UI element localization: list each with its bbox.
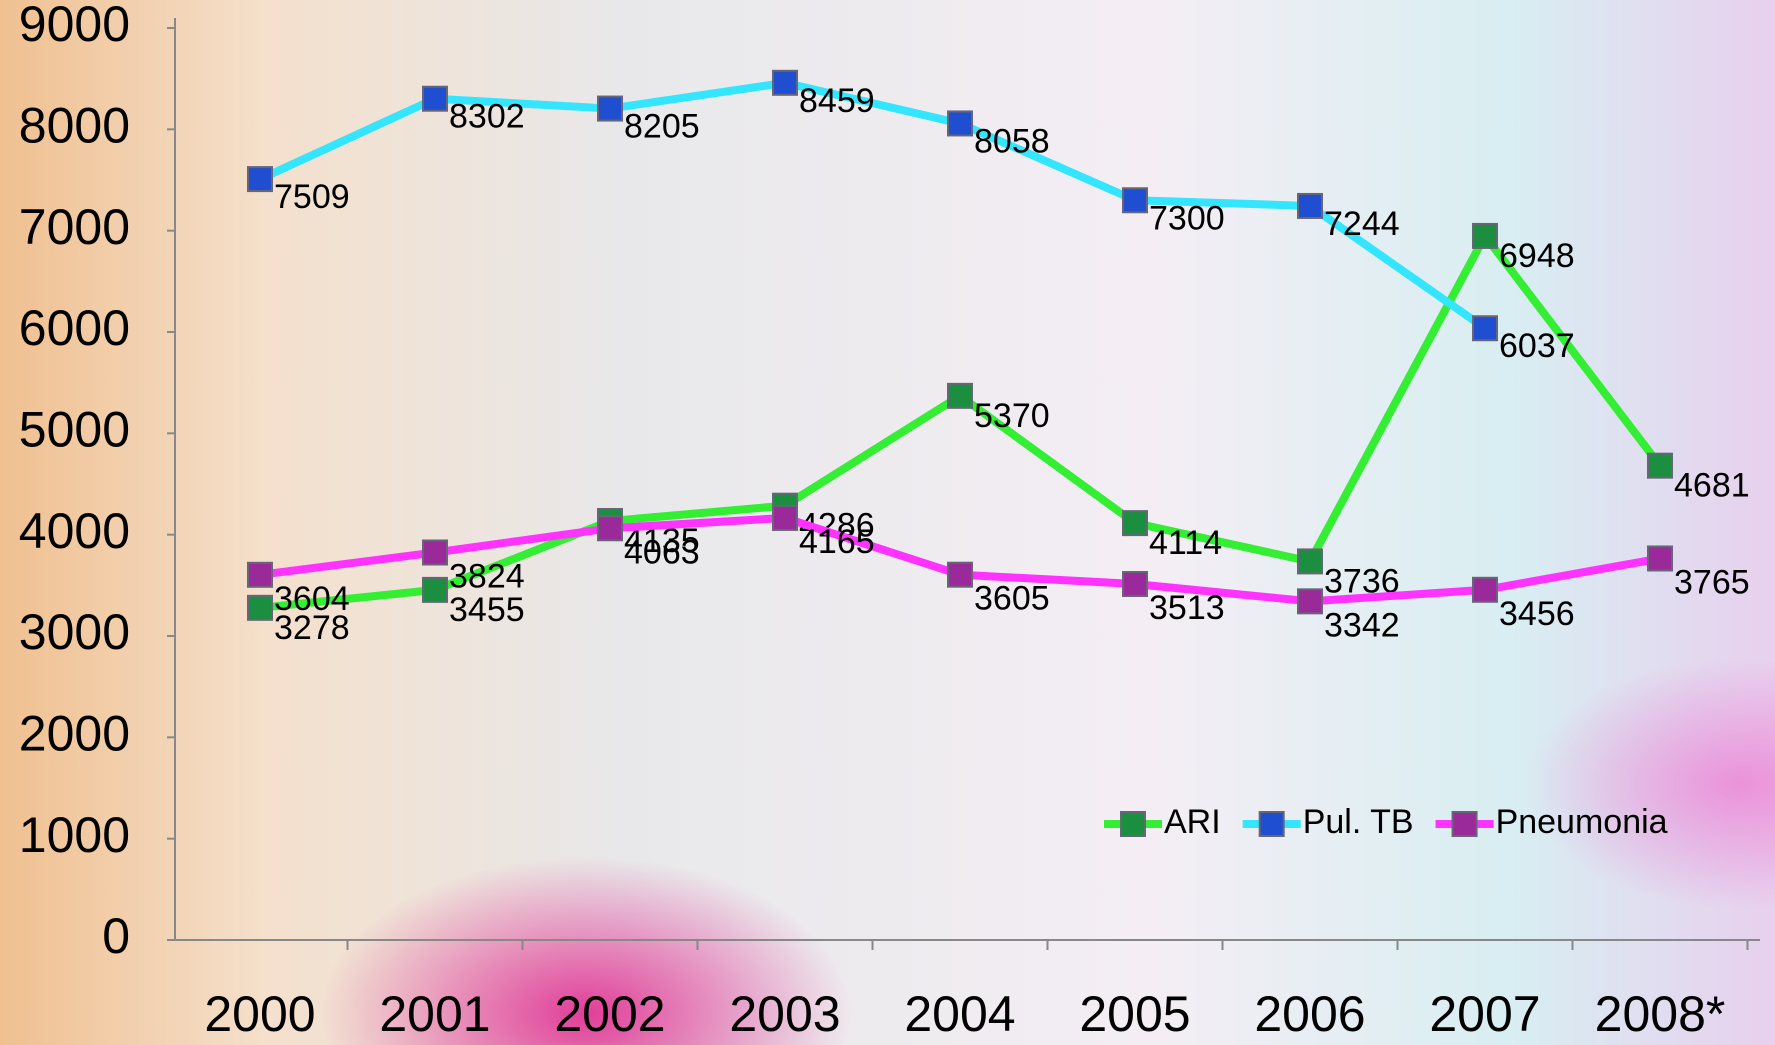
y-tick-label: 7000 (19, 199, 130, 255)
data-label: 3765 (1674, 563, 1750, 601)
point (948, 384, 972, 408)
data-label: 7509 (274, 178, 350, 216)
y-tick-label: 4000 (19, 503, 130, 559)
data-label: 7244 (1324, 205, 1400, 243)
data-label: 4063 (624, 533, 700, 571)
x-tick-label: 2005 (1079, 986, 1190, 1042)
point (423, 578, 447, 602)
point (773, 71, 797, 95)
background-tint (0, 0, 1775, 1045)
data-label: 3513 (1149, 589, 1225, 627)
data-label: 3605 (974, 580, 1050, 618)
point (1473, 316, 1497, 340)
point (423, 87, 447, 111)
x-tick-label: 2006 (1254, 986, 1365, 1042)
data-label: 4681 (1674, 467, 1750, 505)
y-tick-label: 1000 (19, 807, 130, 863)
data-label: 8302 (449, 98, 525, 136)
data-label: 8205 (624, 108, 700, 146)
point (1298, 194, 1322, 218)
point (1123, 511, 1147, 535)
point (948, 563, 972, 587)
point (1298, 589, 1322, 613)
x-tick-label: 2003 (729, 986, 840, 1042)
y-tick-label: 2000 (19, 706, 130, 762)
point (948, 111, 972, 135)
chart: 0 1000 2000 3000 4000 5000 6000 7000 8000 9000 200… (0, 0, 1775, 1045)
data-label: 4114 (1149, 524, 1222, 562)
point (1123, 572, 1147, 596)
data-label: 7300 (1149, 199, 1225, 237)
point (248, 563, 272, 587)
point (598, 97, 622, 121)
y-tick-label: 8000 (19, 98, 130, 154)
point (1648, 546, 1672, 570)
data-label: 5370 (974, 397, 1050, 435)
legend-label: Pneumonia (1496, 803, 1668, 841)
point (1298, 549, 1322, 573)
legend-marker (1260, 812, 1284, 836)
legend-label: Pul. TB (1303, 803, 1414, 841)
y-tick-label: 3000 (19, 604, 130, 660)
point (248, 167, 272, 191)
data-label: 3455 (449, 591, 525, 629)
point (1473, 224, 1497, 248)
point (773, 506, 797, 530)
x-tick-label: 2000 (204, 986, 315, 1042)
data-label: 8058 (974, 122, 1050, 160)
data-label: 3604 (274, 580, 350, 618)
x-tick-label: 2001 (379, 986, 490, 1042)
y-tick-label: 9000 (19, 0, 130, 52)
point (248, 596, 272, 620)
x-tick-label: 2007 (1429, 986, 1540, 1042)
legend-marker (1453, 812, 1477, 836)
data-label: 4165 (799, 523, 875, 561)
data-label: 6037 (1499, 327, 1575, 365)
x-tick-label: 2008* (1595, 986, 1726, 1042)
x-tick-label: 2004 (904, 986, 1015, 1042)
point (1473, 578, 1497, 602)
data-label: 3456 (1499, 595, 1575, 633)
point (598, 516, 622, 540)
data-label: 3342 (1324, 606, 1400, 644)
y-tick-label: 0 (102, 908, 130, 964)
point (1648, 454, 1672, 478)
legend-marker (1121, 812, 1145, 836)
y-tick-label: 5000 (19, 402, 130, 458)
legend-label: ARI (1164, 803, 1221, 841)
y-tick-label: 6000 (19, 300, 130, 356)
data-label: 6948 (1499, 237, 1575, 275)
data-label: 3824 (449, 557, 525, 595)
data-label: 8459 (799, 82, 875, 120)
x-tick-label: 2002 (554, 986, 665, 1042)
point (1123, 188, 1147, 212)
point (423, 541, 447, 565)
